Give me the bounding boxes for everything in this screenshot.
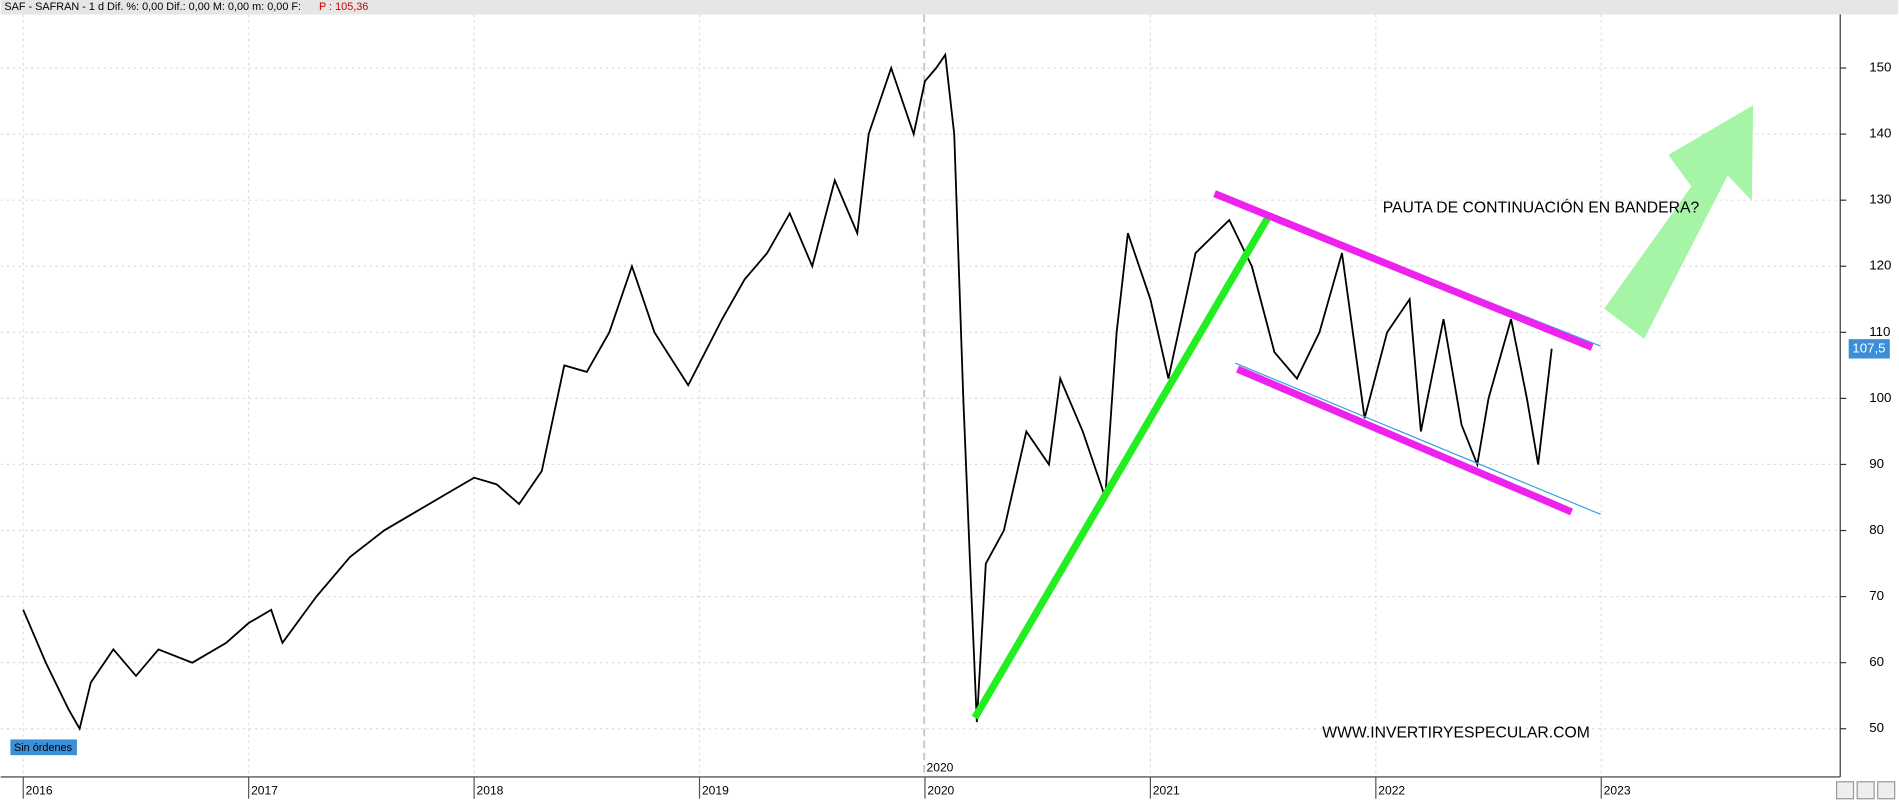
header-price: P : 105,36 xyxy=(319,1,368,13)
y-tick-label: 130 xyxy=(1869,192,1891,207)
plot xyxy=(0,14,1841,777)
y-tick-label: 110 xyxy=(1869,324,1890,339)
x-tick-label: 2023 xyxy=(1604,784,1631,798)
y-tick-label: 80 xyxy=(1869,522,1884,537)
x-tick-label: 2020 xyxy=(927,784,954,798)
trend-thin xyxy=(1234,362,1601,515)
price-line xyxy=(22,52,1553,732)
y-tick-label: 100 xyxy=(1869,390,1891,405)
last-price-box xyxy=(1848,339,1890,359)
button[interactable] xyxy=(1835,781,1855,800)
orders-text: Sin órdenes xyxy=(14,742,73,754)
y-tick-label: 50 xyxy=(1869,720,1884,735)
x-tick-label: 2018 xyxy=(477,784,504,798)
pattern-note: PAUTA DE CONTINUACIÓN EN BANDERA? xyxy=(1383,197,1700,216)
x-tick-label: 2017 xyxy=(251,784,278,798)
x-tick-label: 2019 xyxy=(702,784,729,798)
x-tick-label: 2022 xyxy=(1378,784,1405,798)
last-price-label: 107,5 xyxy=(1852,340,1885,355)
y-tick-label: 140 xyxy=(1869,126,1891,141)
x-tick-label: 2016 xyxy=(26,784,53,798)
trend-green xyxy=(971,216,1271,720)
orders-badge xyxy=(10,739,77,756)
y-tick-label: 90 xyxy=(1869,456,1884,471)
marker-label: 2020 xyxy=(927,761,954,775)
y-tick-label: 150 xyxy=(1869,60,1891,75)
y-tick-label: 70 xyxy=(1869,588,1884,603)
x-tick-label: 2021 xyxy=(1153,784,1180,798)
button[interactable] xyxy=(1877,781,1896,800)
y-tick-label: 60 xyxy=(1869,654,1884,669)
y-tick-label: 120 xyxy=(1869,258,1891,273)
flag-bottom xyxy=(1236,365,1573,516)
arrow xyxy=(1604,105,1754,339)
header-text: SAF - SAFRAN - 1 d Dif. %: 0,00 Dif.: 0,… xyxy=(4,1,301,13)
flag-top xyxy=(1213,190,1594,351)
header-bar xyxy=(0,0,1899,15)
website: WWW.INVERTIRYESPECULAR.COM xyxy=(1322,725,1590,742)
button[interactable] xyxy=(1856,781,1875,800)
